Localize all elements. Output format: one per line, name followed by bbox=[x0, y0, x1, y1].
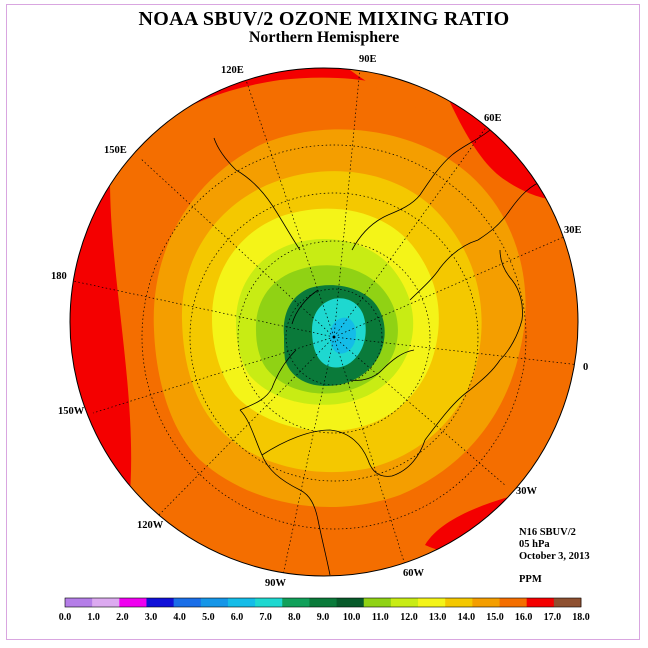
map-border bbox=[69, 67, 579, 577]
map-subtitle: Northern Hemisphere bbox=[248, 29, 400, 46]
figure-frame bbox=[6, 4, 640, 640]
lon-label-120e: 120E bbox=[221, 65, 244, 76]
colorbar-swatch bbox=[119, 598, 147, 607]
colorbar-swatch bbox=[173, 598, 202, 607]
colorbar-swatch bbox=[200, 598, 229, 607]
colorbar-tick-label: 18.0 bbox=[572, 612, 590, 623]
colorbar-tick-label: 9.0 bbox=[317, 612, 330, 623]
colorbar-swatch bbox=[499, 598, 528, 607]
lon-label-30w: 30W bbox=[516, 486, 538, 497]
lon-label-60e: 60E bbox=[484, 113, 502, 124]
colorbar-tick-label: 5.0 bbox=[202, 612, 215, 623]
colorbar-border bbox=[64, 597, 582, 608]
colorbar-swatch bbox=[336, 598, 365, 607]
colorbar-swatch bbox=[526, 598, 555, 607]
colorbar-swatch bbox=[445, 598, 473, 607]
colorbar-swatch bbox=[282, 598, 310, 607]
colorbar-tick-label: 7.0 bbox=[259, 612, 272, 623]
colorbar-swatch bbox=[553, 598, 582, 607]
colorbar-swatch bbox=[309, 598, 337, 607]
lon-label-60w: 60W bbox=[403, 568, 425, 579]
colorbar-tick-label: 8.0 bbox=[288, 612, 301, 623]
colorbar-tick-label: 4.0 bbox=[173, 612, 186, 623]
longitude-labels: 90E 60E 30E 0 30W 60W 90W 120W 150W 180 … bbox=[51, 54, 588, 589]
colorbar-tick-label: 0.0 bbox=[59, 612, 72, 623]
colorbar-tick-label: 10.0 bbox=[343, 612, 361, 623]
colorbar-swatch bbox=[390, 598, 419, 607]
colorbar-tick-label: 17.0 bbox=[544, 612, 562, 623]
lon-label-150w: 150W bbox=[58, 406, 85, 417]
colorbar-swatch bbox=[65, 598, 93, 607]
colorbar-tick-label: 12.0 bbox=[400, 612, 418, 623]
colorbar-tick-label: 16.0 bbox=[515, 612, 533, 623]
colorbar-swatch bbox=[418, 598, 446, 607]
lon-label-30e: 30E bbox=[564, 225, 582, 236]
map-title: NOAA SBUV/2 OZONE MIXING RATIO bbox=[138, 8, 510, 30]
lon-label-0: 0 bbox=[583, 362, 588, 373]
colorbar: 0.0 1.0 2.0 3.0 4.0 5.0 6.0 7.0 8.0 9.0 10.0 11.0 12… bbox=[59, 597, 590, 623]
coastlines bbox=[213, 129, 546, 576]
lon-label-150e: 150E bbox=[104, 145, 127, 156]
lon-label-90e: 90E bbox=[359, 54, 377, 65]
colorbar-swatch bbox=[227, 598, 256, 607]
info-units: PPM bbox=[519, 574, 542, 585]
colorbar-swatch bbox=[255, 598, 283, 607]
info-instrument: N16 SBUV/2 bbox=[519, 527, 576, 538]
colorbar-tick-label: 15.0 bbox=[486, 612, 504, 623]
lon-label-180: 180 bbox=[51, 271, 67, 282]
colorbar-tick-label: 13.0 bbox=[429, 612, 447, 623]
colorbar-swatch bbox=[363, 598, 392, 607]
band-6-7 bbox=[329, 317, 356, 354]
colorbar-tick-label: 6.0 bbox=[231, 612, 244, 623]
colorbar-swatch bbox=[472, 598, 500, 607]
colorbar-tick-label: 2.0 bbox=[116, 612, 129, 623]
colorbar-tick-label: 14.0 bbox=[458, 612, 476, 623]
info-date: October 3, 2013 bbox=[519, 551, 590, 562]
lon-label-90w: 90W bbox=[265, 578, 287, 589]
colorbar-swatch bbox=[92, 598, 120, 607]
colorbar-tick-label: 3.0 bbox=[145, 612, 158, 623]
colorbar-swatch bbox=[146, 598, 175, 607]
lon-label-120w: 120W bbox=[137, 520, 164, 531]
graticule bbox=[72, 68, 578, 576]
colorbar-tick-label: 1.0 bbox=[87, 612, 100, 623]
colorbar-tick-label: 11.0 bbox=[372, 612, 389, 623]
info-level: 05 hPa bbox=[519, 539, 550, 550]
